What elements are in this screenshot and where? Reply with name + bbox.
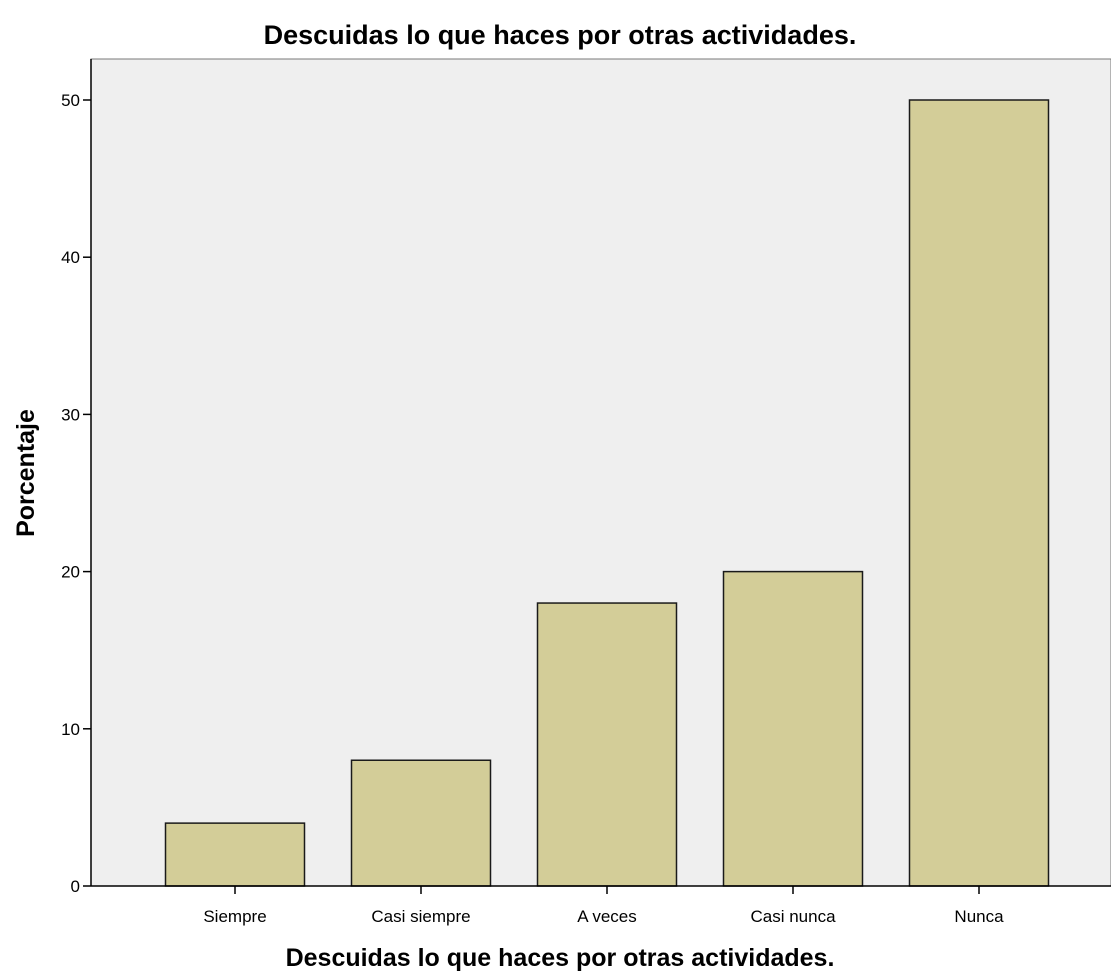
bar-siempre: [164, 822, 306, 887]
y-tick-label: 20: [61, 563, 80, 582]
x-tick-label: Casi siempre: [371, 907, 470, 926]
chart-title: Descuidas lo que haces por otras activid…: [264, 20, 857, 50]
bar-casi-nunca: [722, 570, 864, 887]
bar-nunca: [908, 99, 1050, 887]
x-tick-label: Nunca: [954, 907, 1004, 926]
bars: [164, 99, 1050, 887]
x-tick-label: A veces: [577, 907, 637, 926]
bar-a-veces: [536, 602, 678, 887]
y-axis: 0 10 20 30 40 50: [61, 59, 92, 896]
y-tick-label: 50: [61, 91, 80, 110]
y-tick-label: 0: [71, 877, 80, 896]
x-tick-label: Casi nunca: [750, 907, 836, 926]
y-tick-label: 40: [61, 248, 80, 267]
x-tick-label: Siempre: [203, 907, 266, 926]
x-axis: Siempre Casi siempre A veces Casi nunca Nunc…: [91, 885, 1111, 926]
bar-casi-siempre: [350, 759, 492, 887]
x-axis-title: Descuidas lo que haces por otras activid…: [286, 944, 835, 972]
y-tick-label: 30: [61, 405, 80, 424]
y-axis-title: Porcentaje: [12, 409, 40, 537]
y-tick-label: 10: [61, 720, 80, 739]
